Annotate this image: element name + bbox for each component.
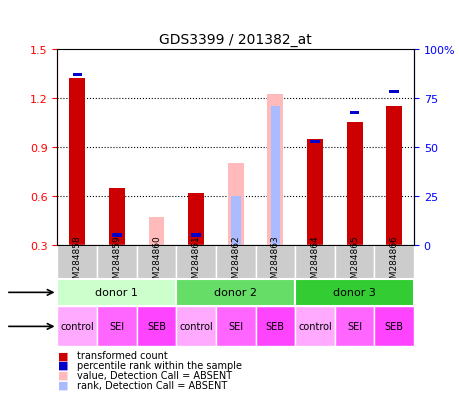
Text: donor 2: donor 2 (214, 288, 257, 298)
FancyBboxPatch shape (136, 306, 176, 346)
Bar (227, 164, 243, 245)
Bar (307, 139, 322, 245)
Bar (148, 218, 164, 245)
Text: control: control (179, 322, 213, 332)
Bar (386, 107, 401, 245)
FancyBboxPatch shape (255, 245, 295, 279)
Text: GSM284866: GSM284866 (389, 235, 398, 290)
Text: SEI: SEI (109, 322, 124, 332)
Text: ■: ■ (57, 380, 68, 390)
Bar (270, 107, 280, 245)
Text: ■: ■ (57, 370, 68, 380)
Text: rank, Detection Call = ABSENT: rank, Detection Call = ABSENT (77, 380, 227, 390)
FancyBboxPatch shape (334, 245, 374, 279)
Bar (309, 141, 319, 144)
FancyBboxPatch shape (57, 245, 97, 279)
Text: transformed count: transformed count (77, 351, 168, 361)
Bar (346, 123, 362, 245)
Text: GSM284863: GSM284863 (270, 235, 279, 290)
FancyBboxPatch shape (176, 245, 215, 279)
Text: GSM284862: GSM284862 (231, 235, 240, 290)
FancyBboxPatch shape (374, 245, 413, 279)
Text: GSM284861: GSM284861 (191, 235, 200, 290)
Text: control: control (60, 322, 94, 332)
FancyBboxPatch shape (215, 245, 255, 279)
Bar (230, 196, 240, 245)
Text: ■: ■ (57, 360, 68, 370)
Bar (69, 79, 85, 245)
Text: GSM284864: GSM284864 (310, 235, 319, 290)
Text: GSM284858: GSM284858 (73, 235, 82, 290)
FancyBboxPatch shape (295, 279, 413, 306)
Text: GSM284865: GSM284865 (349, 235, 358, 290)
FancyBboxPatch shape (57, 306, 97, 346)
FancyBboxPatch shape (255, 306, 295, 346)
Text: donor 1: donor 1 (95, 288, 138, 298)
Text: control: control (297, 322, 331, 332)
Bar (267, 95, 283, 245)
Text: SEB: SEB (147, 322, 166, 332)
FancyBboxPatch shape (215, 306, 255, 346)
Text: percentile rank within the sample: percentile rank within the sample (77, 360, 242, 370)
Bar (73, 74, 82, 77)
FancyBboxPatch shape (97, 245, 136, 279)
FancyBboxPatch shape (295, 245, 334, 279)
FancyBboxPatch shape (176, 306, 215, 346)
Title: GDS3399 / 201382_at: GDS3399 / 201382_at (159, 33, 312, 47)
FancyBboxPatch shape (295, 306, 334, 346)
FancyBboxPatch shape (374, 306, 413, 346)
Bar (188, 193, 204, 245)
FancyBboxPatch shape (334, 306, 374, 346)
Text: donor 3: donor 3 (332, 288, 375, 298)
Text: value, Detection Call = ABSENT: value, Detection Call = ABSENT (77, 370, 232, 380)
Bar (191, 234, 201, 237)
Text: ■: ■ (57, 351, 68, 361)
Bar (109, 188, 124, 245)
Bar (112, 234, 121, 237)
FancyBboxPatch shape (176, 279, 295, 306)
Text: GSM284859: GSM284859 (112, 235, 121, 290)
Text: SEI: SEI (228, 322, 243, 332)
Bar (349, 112, 358, 115)
FancyBboxPatch shape (136, 245, 176, 279)
Text: SEB: SEB (384, 322, 403, 332)
Text: SEI: SEI (346, 322, 361, 332)
Bar (389, 90, 398, 94)
FancyBboxPatch shape (57, 279, 176, 306)
Text: SEB: SEB (265, 322, 284, 332)
Text: GSM284860: GSM284860 (151, 235, 161, 290)
FancyBboxPatch shape (97, 306, 136, 346)
